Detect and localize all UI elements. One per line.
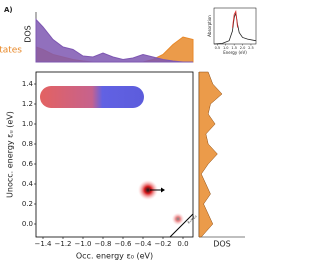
x-axis-title: Energy (eV) (223, 50, 247, 55)
y-tick-label: 0.4 (22, 180, 34, 188)
heat-spot (138, 180, 158, 200)
x-tick-label: −1.4 (35, 240, 53, 248)
y-axis-title: Unocc. energy εᵤ (eV) (6, 111, 15, 198)
absorption-line (232, 9, 238, 28)
x-tick-label: −0.2 (155, 240, 172, 248)
y-axis-title: DOS (24, 25, 33, 43)
x-tick-label: −1.2 (55, 240, 72, 248)
x-axis-title: Occ. energy ε₀ (eV) (76, 252, 153, 261)
dos-area (198, 71, 223, 238)
molecule-image (40, 86, 144, 108)
x-tick-label: −0.4 (135, 240, 153, 248)
x-tick-label: 0.0 (177, 240, 188, 248)
x-tick-label: −0.8 (95, 240, 112, 248)
x-tick-label: 0.5 (215, 46, 221, 50)
diagonal-label: εᵤ=ε₀ (186, 213, 198, 224)
y-tick-label: 0.8 (22, 140, 33, 148)
x-tick-label: −1.0 (75, 240, 92, 248)
y-axis-title: Absorption (207, 15, 212, 37)
x-tick-label: 2.5 (248, 46, 254, 50)
y-tick-label: 1.2 (22, 100, 33, 108)
panel-label: A) (4, 6, 13, 14)
y-tick-label: 0.0 (22, 220, 33, 228)
x-tick-label: 1.5 (231, 46, 237, 50)
inset-frame (213, 7, 257, 45)
y-tick-label: 0.2 (22, 200, 33, 208)
dos-area (35, 18, 193, 63)
diagonal (169, 213, 194, 238)
y-tick-label: 0.6 (22, 160, 34, 168)
x-axis-title: DOS (213, 240, 231, 249)
x-tick-label: 2.0 (240, 46, 246, 50)
x-tick-label: −0.6 (115, 240, 133, 248)
figure: A) εᵤ=ε₀ −1.4 −1.2 −1.0 −0.8 −0.6 −0.4 −0.2 0.0 0… (0, 6, 257, 261)
arrow-head (161, 187, 165, 193)
x-tick-label: 1.0 (223, 46, 229, 50)
heat-spot (171, 212, 185, 226)
y-tick-label: 1.4 (22, 80, 34, 88)
y-tick-label: 1.0 (22, 120, 33, 128)
annotation: states (0, 46, 22, 56)
